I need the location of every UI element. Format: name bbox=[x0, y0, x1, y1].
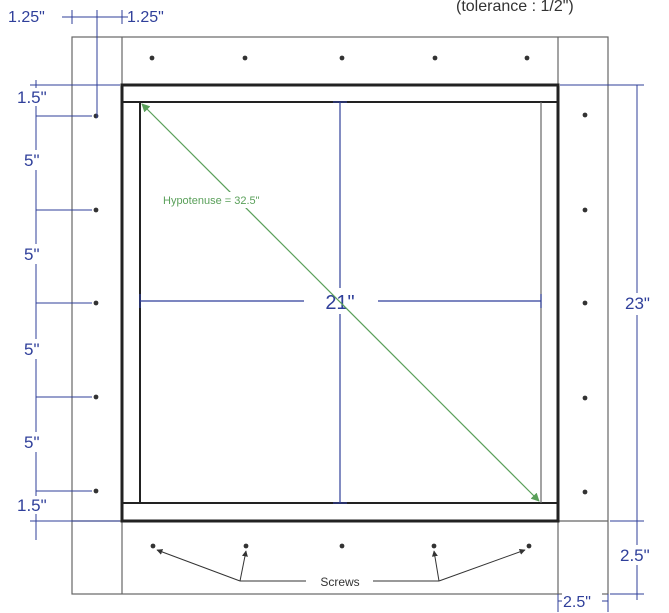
right-margin-label: 2.5" bbox=[563, 594, 591, 611]
screw bbox=[93, 300, 99, 306]
screw bbox=[524, 55, 530, 61]
screws-pointers bbox=[156, 549, 526, 582]
outer-board-outline bbox=[71, 36, 609, 595]
bottom-screws bbox=[150, 543, 532, 549]
screws-label: Screws bbox=[320, 575, 359, 589]
height-label-bg bbox=[624, 293, 658, 315]
screws-arrow bbox=[239, 550, 248, 582]
screw bbox=[149, 55, 155, 61]
screw bbox=[93, 113, 99, 119]
screws-arrow bbox=[438, 549, 526, 582]
left-screws bbox=[93, 113, 99, 494]
hypotenuse-label-bg bbox=[161, 192, 317, 208]
inner-width-label: 21" bbox=[325, 292, 354, 314]
right-margin-label-bg bbox=[562, 592, 602, 610]
screw bbox=[432, 55, 438, 61]
label-bg bbox=[22, 244, 46, 264]
hypotenuse-line bbox=[141, 103, 540, 502]
spacing-label-3: 5" bbox=[24, 340, 40, 359]
screw bbox=[93, 394, 99, 400]
top-offset-label: 1.5" bbox=[17, 88, 47, 107]
bottom-offset-label: 1.5" bbox=[17, 496, 47, 515]
screw bbox=[339, 543, 345, 549]
label-bg bbox=[22, 432, 46, 452]
hypotenuse-label: Hypotenuse = 32.5" bbox=[163, 195, 260, 207]
label-bg bbox=[16, 496, 56, 514]
frame-strip-width-label: 1.25" bbox=[127, 9, 164, 26]
screw bbox=[339, 55, 345, 61]
left-dimension-chain bbox=[30, 80, 120, 540]
tolerance-note: (tolerance : 1/2") bbox=[456, 0, 574, 15]
screw bbox=[93, 488, 99, 494]
screw bbox=[93, 207, 99, 213]
screw bbox=[582, 207, 588, 213]
bottom-margin-label-bg bbox=[618, 545, 664, 565]
screw bbox=[582, 489, 588, 495]
spacing-label-1: 5" bbox=[24, 151, 40, 170]
label-bg bbox=[22, 339, 46, 359]
label-bg bbox=[22, 150, 46, 170]
right-screws bbox=[582, 112, 588, 495]
screw bbox=[243, 543, 249, 549]
left-strip-width-label: 1.25" bbox=[8, 9, 45, 26]
label-bg bbox=[16, 88, 56, 106]
screw bbox=[242, 55, 248, 61]
top-strip-dimension bbox=[62, 10, 128, 118]
left-dimension-labels: 1.5" 5" 5" 5" 5" 1.5" bbox=[16, 88, 56, 515]
screw bbox=[526, 543, 532, 549]
spacing-label-4: 5" bbox=[24, 433, 40, 452]
screw bbox=[150, 543, 156, 549]
top-rail bbox=[121, 84, 559, 103]
screw bbox=[582, 300, 588, 306]
screws-arrow bbox=[431, 550, 440, 582]
screw bbox=[582, 112, 588, 118]
top-screws bbox=[149, 55, 530, 61]
screw bbox=[431, 543, 437, 549]
bottom-margin-label: 2.5" bbox=[620, 546, 650, 565]
bottom-rail bbox=[121, 502, 559, 522]
height-label: 23" bbox=[625, 294, 650, 313]
screw bbox=[582, 395, 588, 401]
spacing-label-2: 5" bbox=[24, 245, 40, 264]
screws-arrow bbox=[156, 549, 241, 582]
